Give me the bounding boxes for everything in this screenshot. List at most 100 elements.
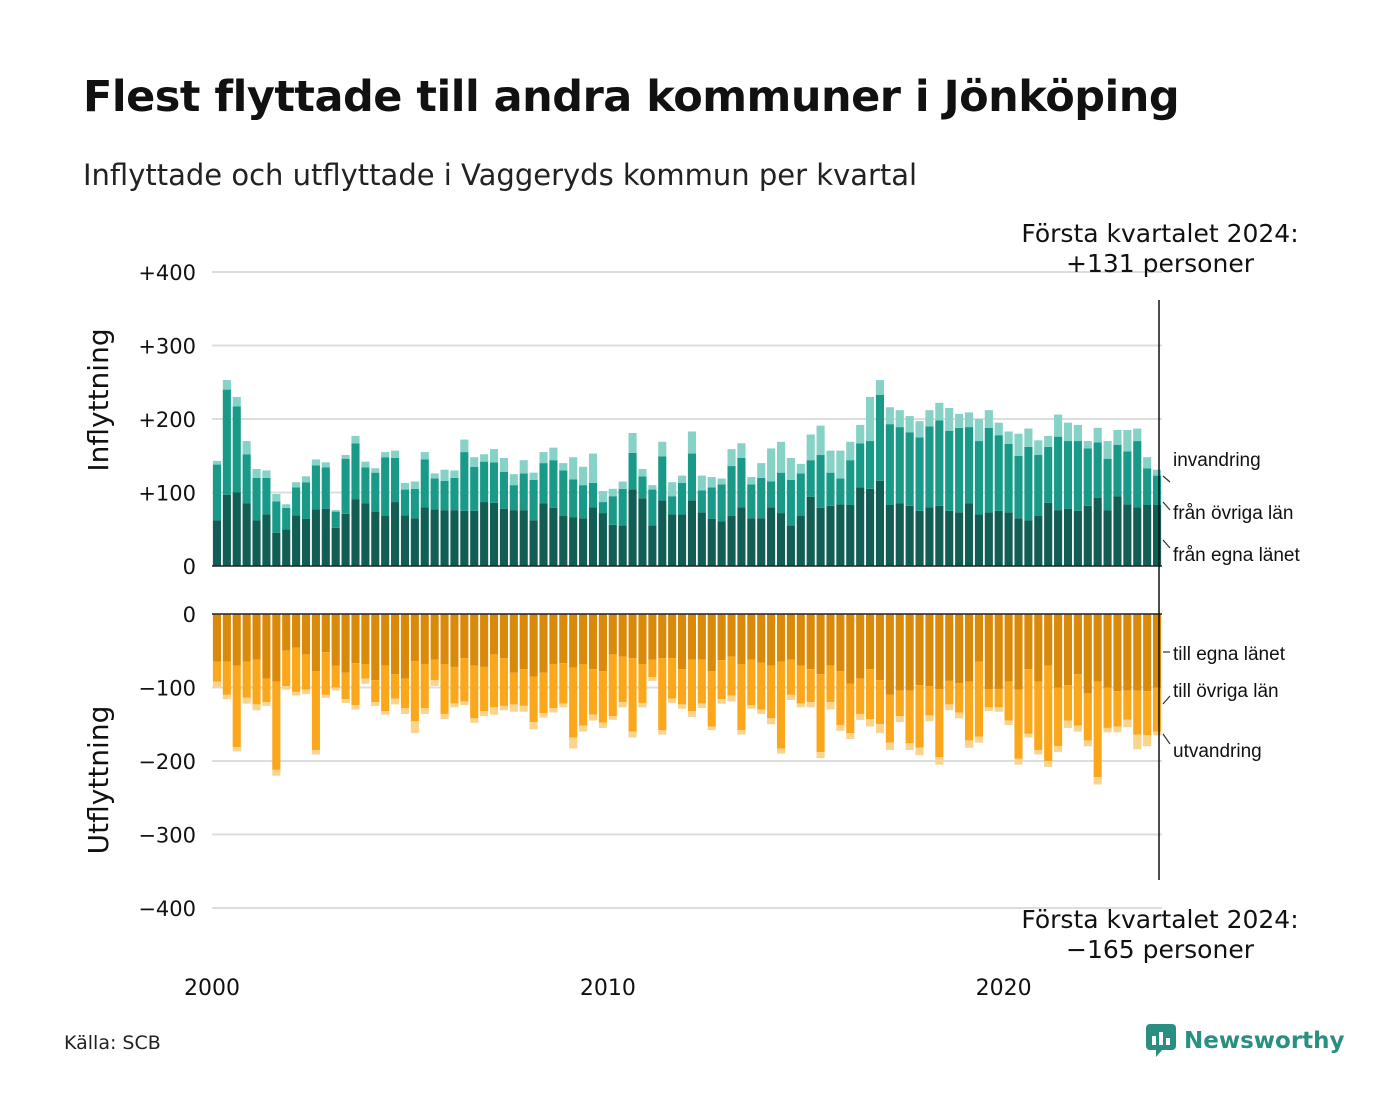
bar-segment: [875, 614, 885, 681]
bar-segment: [846, 504, 855, 566]
bar-segment: [618, 702, 627, 708]
bar-segment: [509, 485, 518, 511]
bar-segment: [420, 459, 429, 508]
bar-segment: [737, 443, 746, 458]
bar-segment: [1152, 614, 1162, 688]
y-tick-label: −300: [138, 824, 196, 848]
bar-segment: [292, 614, 301, 648]
bar-segment: [569, 737, 578, 749]
bar-segment: [381, 711, 390, 715]
bar-segment: [1034, 516, 1043, 566]
bar-segment: [935, 505, 944, 566]
bar-segment: [1054, 436, 1063, 511]
bar-segment: [875, 380, 885, 395]
bar-segment: [945, 430, 954, 511]
bar-segment: [410, 721, 419, 734]
bar-segment: [400, 515, 410, 566]
bar-segment: [529, 676, 538, 723]
bar-segment: [994, 614, 1003, 689]
bar-segment: [935, 420, 944, 506]
bar-segment: [836, 504, 845, 566]
bar-segment: [252, 704, 261, 711]
bar-segment: [786, 525, 795, 566]
bar-segment: [361, 663, 370, 679]
bar-segment: [846, 614, 855, 684]
bar-segment: [480, 454, 489, 462]
bar-segment: [598, 513, 607, 566]
bar-segment: [608, 488, 617, 497]
bar-segment: [579, 466, 588, 486]
bar-segment: [687, 711, 697, 717]
bar-segment: [727, 466, 736, 517]
bar-segment: [460, 510, 469, 566]
bar-segment: [984, 427, 993, 513]
bar-segment: [489, 707, 499, 715]
bar-segment: [955, 427, 964, 513]
y-tick-label: −200: [138, 750, 196, 774]
bar-segment: [885, 614, 894, 695]
bar-segment: [925, 426, 934, 508]
bar-segment: [687, 614, 697, 660]
bar-segment: [559, 703, 568, 708]
bar-segment: [776, 513, 786, 566]
bar-segment: [391, 502, 400, 566]
bar-segment: [460, 701, 469, 706]
bar-segment: [1123, 430, 1132, 452]
bar-segment: [1034, 440, 1043, 456]
bar-segment: [628, 489, 637, 566]
bar-segment: [361, 467, 370, 504]
bar-segment: [509, 474, 518, 486]
bar-segment: [450, 614, 459, 667]
bar-segment: [1152, 504, 1162, 566]
bar-segment: [539, 463, 548, 504]
bar-segment: [955, 413, 964, 428]
bar-segment: [687, 431, 697, 454]
bar-segment: [232, 406, 241, 493]
bar-segment: [282, 650, 291, 687]
bar-segment: [311, 459, 320, 466]
bar-segment: [588, 669, 598, 715]
bar-segment: [1143, 735, 1152, 747]
bar-segment: [1152, 469, 1162, 476]
bar-segment: [737, 457, 746, 508]
bar-segment: [361, 614, 370, 664]
bar-segment: [767, 614, 776, 666]
bar-segment: [470, 614, 479, 666]
bar-segment: [242, 661, 251, 698]
bar-segment: [391, 450, 400, 458]
bar-segment: [1044, 435, 1053, 447]
bar-segment: [222, 694, 231, 700]
bar-segment: [816, 507, 825, 566]
y-axis-title: Utflyttning: [82, 706, 115, 855]
bar-segment: [1024, 733, 1033, 738]
bar-segment: [1083, 614, 1092, 694]
bar-segment: [440, 663, 449, 714]
bar-segment: [628, 452, 637, 490]
bar-segment: [212, 460, 222, 465]
bar-segment: [588, 614, 598, 670]
bar-segment: [955, 683, 964, 713]
bar-segment: [806, 496, 815, 566]
bar-segment: [499, 614, 508, 659]
bar-segment: [292, 482, 301, 488]
bar-segment: [796, 463, 805, 474]
bars-utflyttning: [212, 614, 1162, 785]
bar-segment: [1103, 687, 1112, 728]
bar-segment: [757, 709, 766, 714]
bar-segment: [272, 769, 281, 776]
bar-segment: [658, 456, 667, 501]
bar-segment: [905, 614, 914, 691]
bar-segment: [608, 654, 617, 717]
bar-segment: [856, 713, 865, 720]
bar-segment: [687, 500, 697, 566]
bar-segment: [588, 714, 598, 721]
bar-segment: [400, 614, 410, 679]
bar-segment: [757, 463, 766, 478]
bar-segment: [519, 705, 528, 712]
bar-segment: [866, 396, 875, 442]
bar-segment: [796, 516, 805, 566]
bar-segment: [1133, 734, 1142, 750]
period-annotation: Första kvartalet 2024:: [1021, 905, 1298, 934]
bar-segment: [400, 489, 410, 516]
bar-segment: [955, 512, 964, 566]
